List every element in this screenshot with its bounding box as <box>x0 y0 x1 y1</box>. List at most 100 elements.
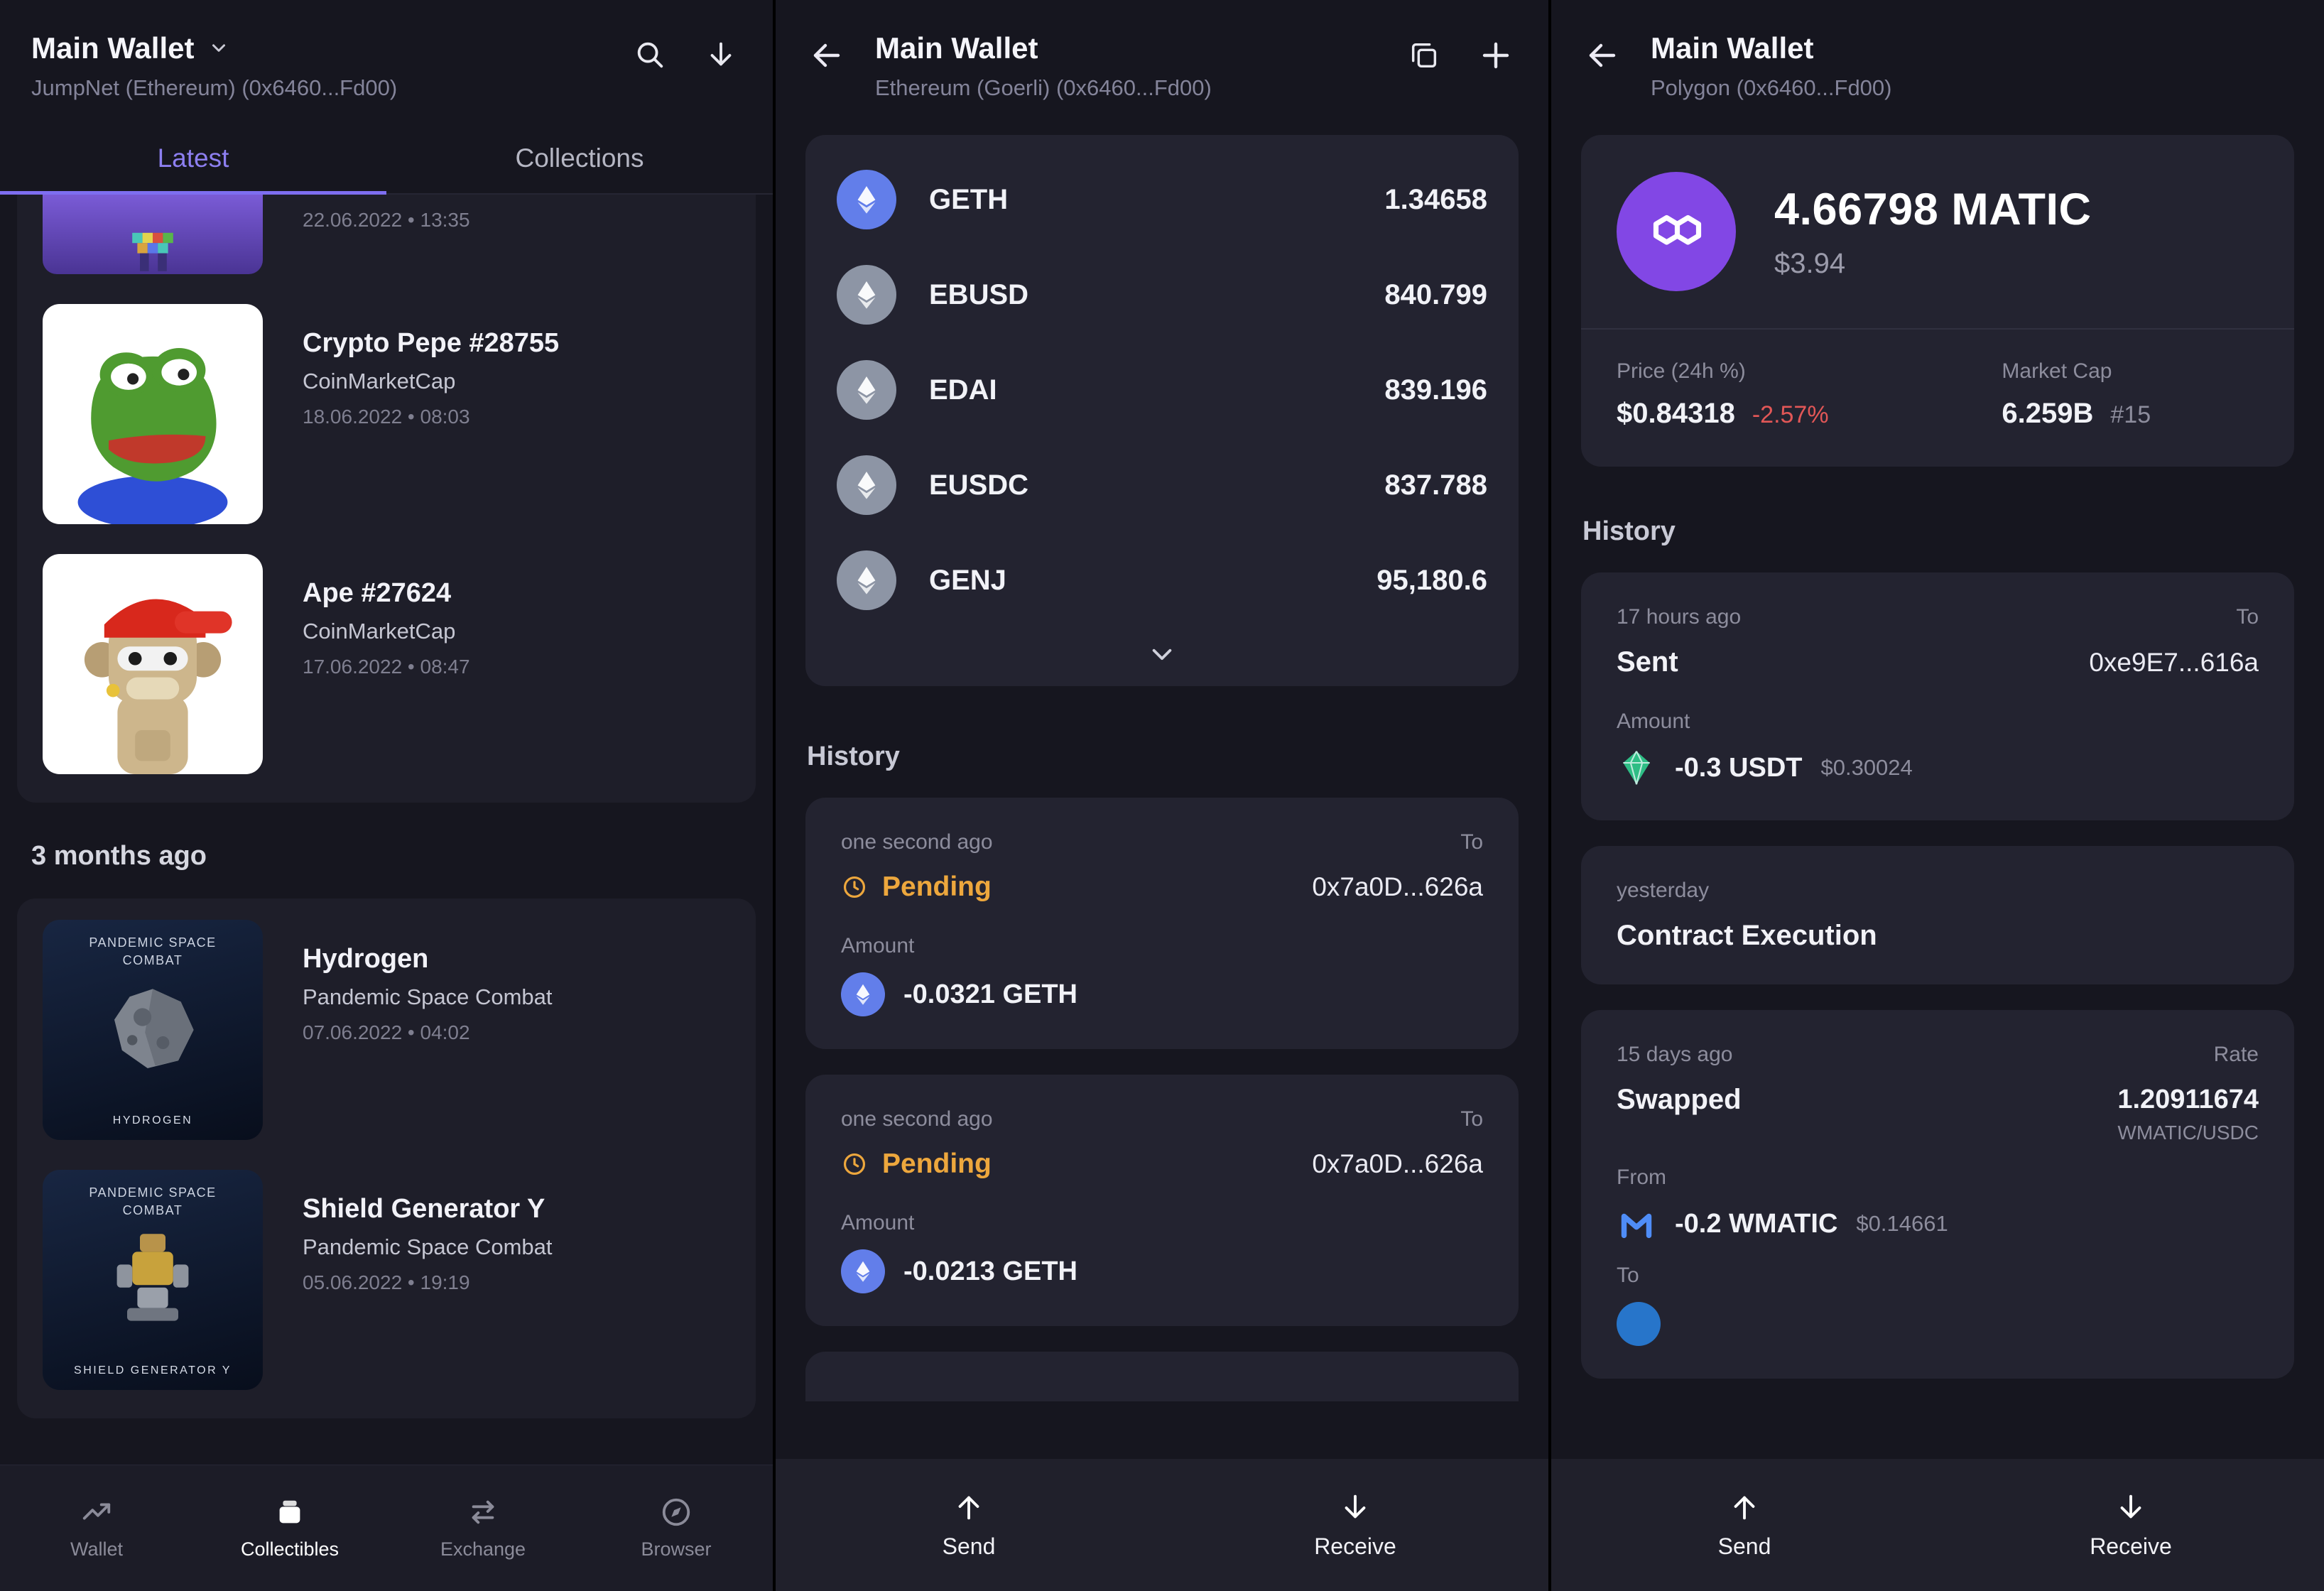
pepe-art <box>77 348 228 524</box>
token-balance: 839.196 <box>1384 374 1487 406</box>
network-label: JumpNet (Ethereum) (0x6460...Fd00) <box>31 75 398 100</box>
wallet-title: Main Wallet <box>875 31 1038 65</box>
expand-tokens-chevron-icon[interactable] <box>837 628 1487 679</box>
nav-exchange[interactable]: Exchange <box>386 1465 580 1591</box>
back-arrow-icon[interactable] <box>810 38 844 72</box>
tx-action: Swapped <box>1617 1084 1742 1115</box>
divider <box>1581 328 2294 330</box>
tx-address: 0xe9E7...616a <box>2089 647 2259 677</box>
token-symbol: EUSDC <box>929 469 1029 501</box>
nft-list[interactable]: 22.06.2022 • 13:35 <box>0 195 773 1465</box>
receive-button[interactable]: Receive <box>1162 1459 1548 1591</box>
token-balance: 1.34658 <box>1384 183 1487 215</box>
token-symbol: EBUSD <box>929 278 1029 310</box>
nft-item-partial[interactable]: 22.06.2022 • 13:35 <box>43 195 730 274</box>
nft-collection: CoinMarketCap <box>303 369 456 393</box>
price-change: -2.57% <box>1752 401 1829 428</box>
genj-icon <box>837 550 896 610</box>
tab-latest[interactable]: Latest <box>0 131 386 195</box>
network-label: Ethereum (Goerli) (0x6460...Fd00) <box>875 75 1212 100</box>
nav-wallet[interactable]: Wallet <box>0 1465 193 1591</box>
tx-amount: -0.0213 GETH <box>903 1256 1077 1286</box>
back-arrow-icon[interactable] <box>1585 38 1619 72</box>
tx-card-swapped[interactable]: 15 days ago Rate Swapped 1.20911674 WMAT… <box>1581 1010 2294 1379</box>
token-row-geth[interactable]: GETH 1.34658 <box>837 152 1487 247</box>
section-heading-3-months: 3 months ago <box>31 841 207 871</box>
nft-item-pepe[interactable]: Crypto Pepe #28755 CoinMarketCap 18.06.2… <box>43 304 730 524</box>
nft-collection: Pandemic Space Combat <box>303 984 553 1009</box>
tx-card-contract-execution[interactable]: yesterday Contract Execution <box>1581 846 2294 984</box>
copy-icon[interactable] <box>1408 39 1440 72</box>
token-symbol: EDAI <box>929 374 997 406</box>
eusdc-icon <box>837 455 896 515</box>
nft-thumbnail-cropped <box>43 195 263 274</box>
nft-item-ape[interactable]: Ape #27624 CoinMarketCap 17.06.2022 • 08… <box>43 554 730 774</box>
nav-browser[interactable]: Browser <box>580 1465 773 1591</box>
search-icon[interactable] <box>634 38 666 71</box>
receive-arrow-icon[interactable] <box>705 38 737 71</box>
tether-icon <box>1617 748 1656 788</box>
geth-icon <box>837 170 896 229</box>
tab-collections[interactable]: Collections <box>386 131 773 193</box>
asset-header: Main Wallet Polygon (0x6460...Fd00) <box>1551 0 2324 101</box>
nft-collection: CoinMarketCap <box>303 619 456 644</box>
tx-card-pending-2[interactable]: one second ago To Pending 0x7a0D...626a … <box>805 1075 1519 1326</box>
pixel-art <box>132 232 173 271</box>
screen-tokens: Main Wallet Ethereum (Goerli) (0x6460...… <box>776 0 1548 1591</box>
token-row-ebusd[interactable]: EBUSD 840.799 <box>837 247 1487 342</box>
send-button[interactable]: Send <box>776 1459 1162 1591</box>
tx-status: Pending <box>882 1149 992 1179</box>
history-heading: History <box>1582 516 1676 546</box>
add-icon[interactable] <box>1479 38 1513 72</box>
wallet-title: Main Wallet <box>31 31 195 65</box>
send-button[interactable]: Send <box>1551 1459 1938 1591</box>
edai-icon <box>837 360 896 420</box>
nft-item-hydrogen[interactable]: PANDEMIC SPACE COMBAT HYDROGEN Hydrogen <box>43 920 730 1140</box>
token-row-genj[interactable]: GENJ 95,180.6 <box>837 533 1487 628</box>
thumb-footer-text: HYDROGEN <box>112 1114 193 1126</box>
wallet-selector[interactable]: Main Wallet <box>31 31 634 65</box>
price-label: Price (24h %) <box>1617 359 1746 383</box>
tx-status: Pending <box>882 871 992 902</box>
tx-from-amount: -0.2 WMATIC <box>1675 1208 1838 1239</box>
nft-group-recent: 22.06.2022 • 13:35 <box>17 195 756 803</box>
nav-label: Exchange <box>440 1538 526 1560</box>
nft-item-shield-generator[interactable]: PANDEMIC SPACE COMBAT SHIELD G <box>43 1170 730 1390</box>
from-label: From <box>1617 1166 1666 1189</box>
collectibles-icon <box>279 1500 300 1524</box>
token-row-edai[interactable]: EDAI 839.196 <box>837 342 1487 438</box>
nav-collectibles[interactable]: Collectibles <box>193 1465 386 1591</box>
tx-time: yesterday <box>1617 879 1710 902</box>
tx-card-partial <box>805 1352 1519 1401</box>
receive-button[interactable]: Receive <box>1938 1459 2324 1591</box>
nft-thumbnail-ape <box>43 554 263 774</box>
send-label: Send <box>1717 1533 1771 1559</box>
send-label: Send <box>942 1533 996 1559</box>
swap-icon <box>472 1500 494 1524</box>
tx-from-fiat: $0.14661 <box>1856 1211 1948 1236</box>
tx-action: Contract Execution <box>1617 920 1877 951</box>
tx-time: one second ago <box>841 830 993 854</box>
balance-amount: 4.66798 MATIC <box>1774 184 2092 234</box>
token-row-eusdc[interactable]: EUSDC 837.788 <box>837 438 1487 533</box>
token-symbol: GENJ <box>929 564 1006 596</box>
screen-collectibles: Main Wallet JumpNet (Ethereum) (0x6460..… <box>0 0 773 1591</box>
bottom-nav: Wallet Collectibles Exchange Browser <box>0 1465 773 1591</box>
token-symbol: GETH <box>929 183 1009 215</box>
tx-to-label: To <box>2236 605 2259 629</box>
nft-date: 07.06.2022 • 04:02 <box>303 1021 470 1043</box>
send-arrow-icon <box>958 1496 979 1519</box>
tx-card-pending-1[interactable]: one second ago To Pending 0x7a0D...626a … <box>805 798 1519 1049</box>
screen-asset-matic: Main Wallet Polygon (0x6460...Fd00) 4.66… <box>1551 0 2324 1591</box>
geth-icon <box>841 972 885 1016</box>
tx-amount: -0.3 USDT <box>1675 752 1803 783</box>
nft-date: 18.06.2022 • 08:03 <box>303 406 470 428</box>
receive-arrow-icon <box>2120 1494 2141 1518</box>
token-balance: 837.788 <box>1384 469 1487 501</box>
tx-card-sent[interactable]: 17 hours ago To Sent 0xe9E7...616a Amoun… <box>1581 572 2294 820</box>
tx-amount: -0.0321 GETH <box>903 979 1077 1009</box>
nav-label: Wallet <box>70 1538 123 1560</box>
machine-art <box>43 1170 263 1390</box>
pending-clock-icon <box>843 876 866 898</box>
amount-label: Amount <box>841 1211 915 1234</box>
